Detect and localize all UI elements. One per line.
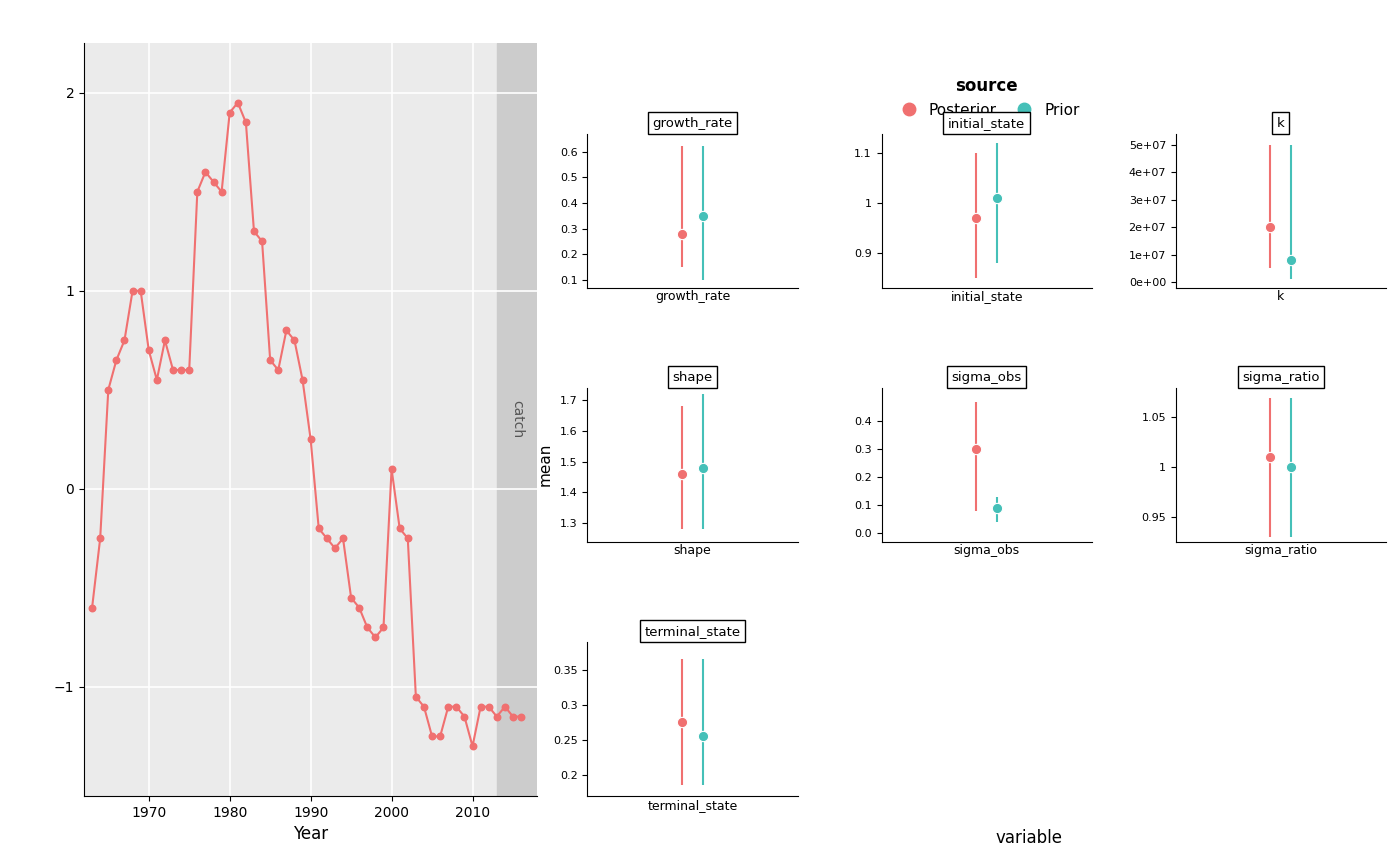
- Title: initial_state: initial_state: [948, 117, 1025, 130]
- Point: [965, 442, 987, 456]
- Point: [405, 690, 427, 704]
- Point: [445, 700, 468, 714]
- Title: terminal_state: terminal_state: [644, 625, 741, 638]
- Point: [259, 353, 281, 367]
- Y-axis label: mean: mean: [538, 443, 553, 486]
- Point: [242, 224, 265, 238]
- Point: [332, 531, 354, 545]
- Text: catch: catch: [510, 400, 524, 439]
- Point: [97, 383, 119, 397]
- X-axis label: growth_rate: growth_rate: [655, 291, 729, 304]
- Title: growth_rate: growth_rate: [652, 117, 732, 130]
- X-axis label: initial_state: initial_state: [951, 291, 1023, 304]
- Point: [692, 729, 714, 743]
- X-axis label: Year: Year: [293, 825, 328, 843]
- Point: [413, 700, 435, 714]
- Point: [356, 620, 378, 634]
- Point: [154, 333, 176, 347]
- X-axis label: terminal_state: terminal_state: [647, 798, 738, 811]
- Point: [315, 531, 337, 545]
- Point: [1280, 460, 1302, 474]
- Point: [1280, 253, 1302, 267]
- Point: [494, 700, 517, 714]
- Point: [283, 333, 305, 347]
- Point: [81, 601, 104, 615]
- Point: [692, 208, 714, 222]
- Point: [146, 373, 168, 387]
- X-axis label: sigma_ratio: sigma_ratio: [1245, 544, 1317, 557]
- Point: [340, 591, 363, 605]
- Point: [428, 729, 451, 743]
- Point: [501, 709, 524, 723]
- Point: [486, 709, 508, 723]
- Point: [308, 522, 330, 535]
- Point: [186, 185, 209, 199]
- Point: [421, 729, 444, 743]
- Point: [227, 96, 249, 110]
- Point: [364, 631, 386, 644]
- Text: variable: variable: [995, 830, 1063, 848]
- Point: [454, 709, 476, 723]
- Point: [195, 165, 217, 179]
- X-axis label: sigma_obs: sigma_obs: [953, 544, 1019, 557]
- Point: [251, 234, 273, 248]
- Point: [510, 709, 532, 723]
- Point: [169, 363, 192, 377]
- Point: [105, 353, 127, 367]
- Point: [129, 284, 151, 298]
- Point: [381, 462, 403, 476]
- Point: [291, 373, 314, 387]
- Title: k: k: [1277, 117, 1285, 130]
- Point: [986, 191, 1008, 205]
- Point: [113, 333, 136, 347]
- Point: [276, 324, 298, 337]
- Point: [210, 185, 232, 199]
- Bar: [497, 43, 538, 796]
- Point: [986, 501, 1008, 515]
- Legend: Posterior, Prior: Posterior, Prior: [888, 71, 1086, 124]
- Point: [267, 363, 290, 377]
- Point: [388, 522, 410, 535]
- Point: [462, 740, 484, 753]
- Point: [469, 700, 491, 714]
- Point: [1259, 220, 1281, 234]
- X-axis label: shape: shape: [673, 544, 711, 557]
- Point: [300, 432, 322, 446]
- Title: sigma_obs: sigma_obs: [952, 371, 1022, 384]
- Point: [235, 116, 258, 130]
- X-axis label: k: k: [1277, 291, 1285, 304]
- Point: [1259, 451, 1281, 465]
- Title: shape: shape: [672, 371, 713, 384]
- Point: [671, 467, 693, 481]
- Point: [396, 531, 419, 545]
- Point: [218, 106, 241, 119]
- Point: [90, 531, 112, 545]
- Point: [477, 700, 500, 714]
- Point: [671, 715, 693, 729]
- Point: [692, 461, 714, 475]
- Point: [349, 601, 371, 615]
- Point: [162, 363, 185, 377]
- Point: [178, 363, 200, 377]
- Point: [671, 227, 693, 240]
- Point: [323, 541, 346, 555]
- Title: sigma_ratio: sigma_ratio: [1242, 371, 1320, 384]
- Point: [122, 284, 144, 298]
- Point: [372, 620, 395, 634]
- Point: [203, 175, 225, 189]
- Point: [965, 211, 987, 225]
- Point: [437, 700, 459, 714]
- Point: [137, 343, 160, 357]
